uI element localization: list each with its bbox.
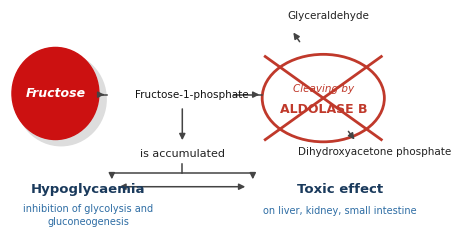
Text: Fructose: Fructose — [26, 87, 85, 100]
Text: is accumulated: is accumulated — [140, 150, 225, 159]
Text: Toxic effect: Toxic effect — [297, 182, 383, 195]
Text: on liver, kidney, small intestine: on liver, kidney, small intestine — [263, 206, 417, 216]
Text: inhibition of glycolysis and
gluconeogenesis: inhibition of glycolysis and gluconeogen… — [23, 204, 154, 227]
Ellipse shape — [12, 48, 99, 140]
Text: Cleaving by: Cleaving by — [293, 84, 354, 94]
Text: Dihydroxyacetone phosphate: Dihydroxyacetone phosphate — [298, 147, 452, 157]
Text: Fructose-1-phosphate: Fructose-1-phosphate — [135, 90, 248, 100]
Text: Hypoglycaemia: Hypoglycaemia — [31, 182, 146, 195]
Text: ALDOLASE B: ALDOLASE B — [280, 103, 367, 116]
Ellipse shape — [262, 54, 384, 142]
Ellipse shape — [15, 52, 107, 146]
Text: Glyceraldehyde: Glyceraldehyde — [287, 11, 369, 21]
